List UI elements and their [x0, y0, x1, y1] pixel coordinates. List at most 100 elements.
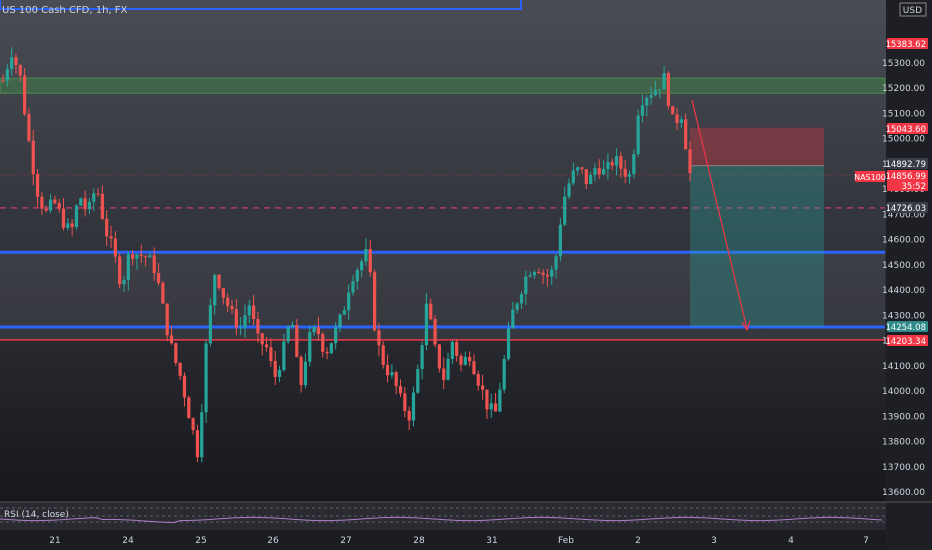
candle-body	[269, 347, 273, 362]
currency-box	[899, 2, 927, 17]
candle-body	[316, 327, 321, 334]
candle-body	[498, 389, 502, 412]
candle-body	[143, 256, 148, 258]
candle-body	[658, 89, 662, 91]
candle-body	[282, 341, 286, 370]
price-badge	[887, 202, 928, 213]
candle-body	[195, 430, 200, 458]
candle-body	[403, 393, 407, 411]
candle-body	[355, 270, 359, 282]
candle-body	[563, 196, 567, 225]
candle-body	[459, 355, 463, 365]
y-tick-label: 14300.00	[882, 311, 925, 321]
candle-body	[35, 174, 40, 197]
y-tick-label: 14400.00	[882, 286, 925, 296]
candle-body	[398, 386, 403, 394]
candle-body	[571, 170, 575, 184]
candle-body	[329, 343, 333, 354]
candle-body	[532, 271, 537, 276]
candle-body	[243, 315, 247, 328]
candle-body	[10, 57, 14, 70]
candle-body	[614, 156, 619, 166]
time-axis-panel	[0, 530, 886, 550]
candle-body	[632, 154, 636, 175]
candle-body	[226, 297, 230, 306]
candle-body	[109, 236, 113, 239]
candle-body	[239, 327, 243, 329]
candle-body	[580, 167, 584, 170]
candle-body	[675, 114, 679, 123]
candle-body	[308, 332, 312, 362]
candle-body	[450, 341, 454, 359]
currency-label[interactable]: USD	[902, 6, 922, 16]
candle-body	[23, 75, 27, 115]
price-axis-panel	[886, 0, 932, 550]
candle-body	[558, 224, 562, 257]
candle-body	[61, 208, 66, 228]
candle-body	[385, 364, 390, 376]
price-badge	[887, 158, 928, 169]
candle-body	[446, 358, 450, 380]
candle-body	[619, 156, 623, 169]
candle-body	[286, 326, 290, 342]
candle-body	[66, 223, 70, 228]
candle-body	[653, 90, 658, 96]
candle-body	[247, 305, 251, 316]
candle-body	[684, 119, 688, 150]
y-tick-label: 13800.00	[882, 438, 925, 448]
price-badge	[887, 180, 928, 191]
candle-body	[113, 238, 117, 257]
candle-body	[351, 281, 355, 293]
candle-body	[131, 254, 135, 259]
candle-body	[53, 199, 57, 204]
candle-body	[252, 305, 256, 320]
candle-body	[424, 303, 429, 346]
candle-body	[390, 372, 394, 376]
candle-body	[476, 374, 480, 386]
x-tick-label: 31	[486, 536, 497, 546]
symbol-tag	[855, 171, 885, 182]
candle-body	[217, 274, 221, 289]
candle-body	[679, 119, 683, 123]
x-tick-label: 2	[635, 536, 641, 546]
candle-body	[610, 162, 614, 166]
candle-body	[420, 345, 424, 369]
candle-body	[347, 292, 351, 311]
y-tick-label: 15300.00	[882, 59, 925, 69]
rsi-label[interactable]: RSI (14, close)	[4, 510, 69, 520]
candle-body	[368, 249, 372, 273]
y-tick-label: 13600.00	[882, 488, 925, 498]
candle-body	[364, 249, 368, 262]
candle-body	[377, 330, 381, 346]
candle-body	[264, 344, 269, 348]
candle-body	[606, 162, 610, 170]
candle-body	[148, 255, 152, 258]
candle-body	[273, 361, 277, 377]
candle-body	[152, 255, 156, 274]
candle-body	[545, 274, 550, 277]
candle-body	[623, 168, 627, 177]
candle-body	[528, 275, 532, 277]
candle-body	[550, 269, 554, 277]
candle-body	[126, 254, 130, 281]
candle-body	[554, 256, 558, 270]
candle-body	[589, 175, 593, 184]
candle-body	[1, 80, 5, 82]
x-tick-label: 4	[788, 536, 794, 546]
y-tick-label: 15100.00	[882, 109, 925, 119]
symbol-label[interactable]: US 100 Cash CFD, 1h, FX	[2, 5, 128, 16]
candle-body	[360, 261, 364, 271]
candle-body	[407, 410, 411, 421]
candle-body	[161, 282, 165, 304]
candle-body	[342, 310, 346, 315]
candle-body	[506, 328, 511, 360]
candle-body	[334, 327, 338, 344]
price-badge	[887, 321, 928, 332]
candle-body	[18, 65, 22, 76]
candle-body	[515, 303, 519, 310]
candle-body	[57, 203, 61, 209]
take-profit-zone	[690, 165, 824, 327]
candle-body	[187, 397, 191, 419]
